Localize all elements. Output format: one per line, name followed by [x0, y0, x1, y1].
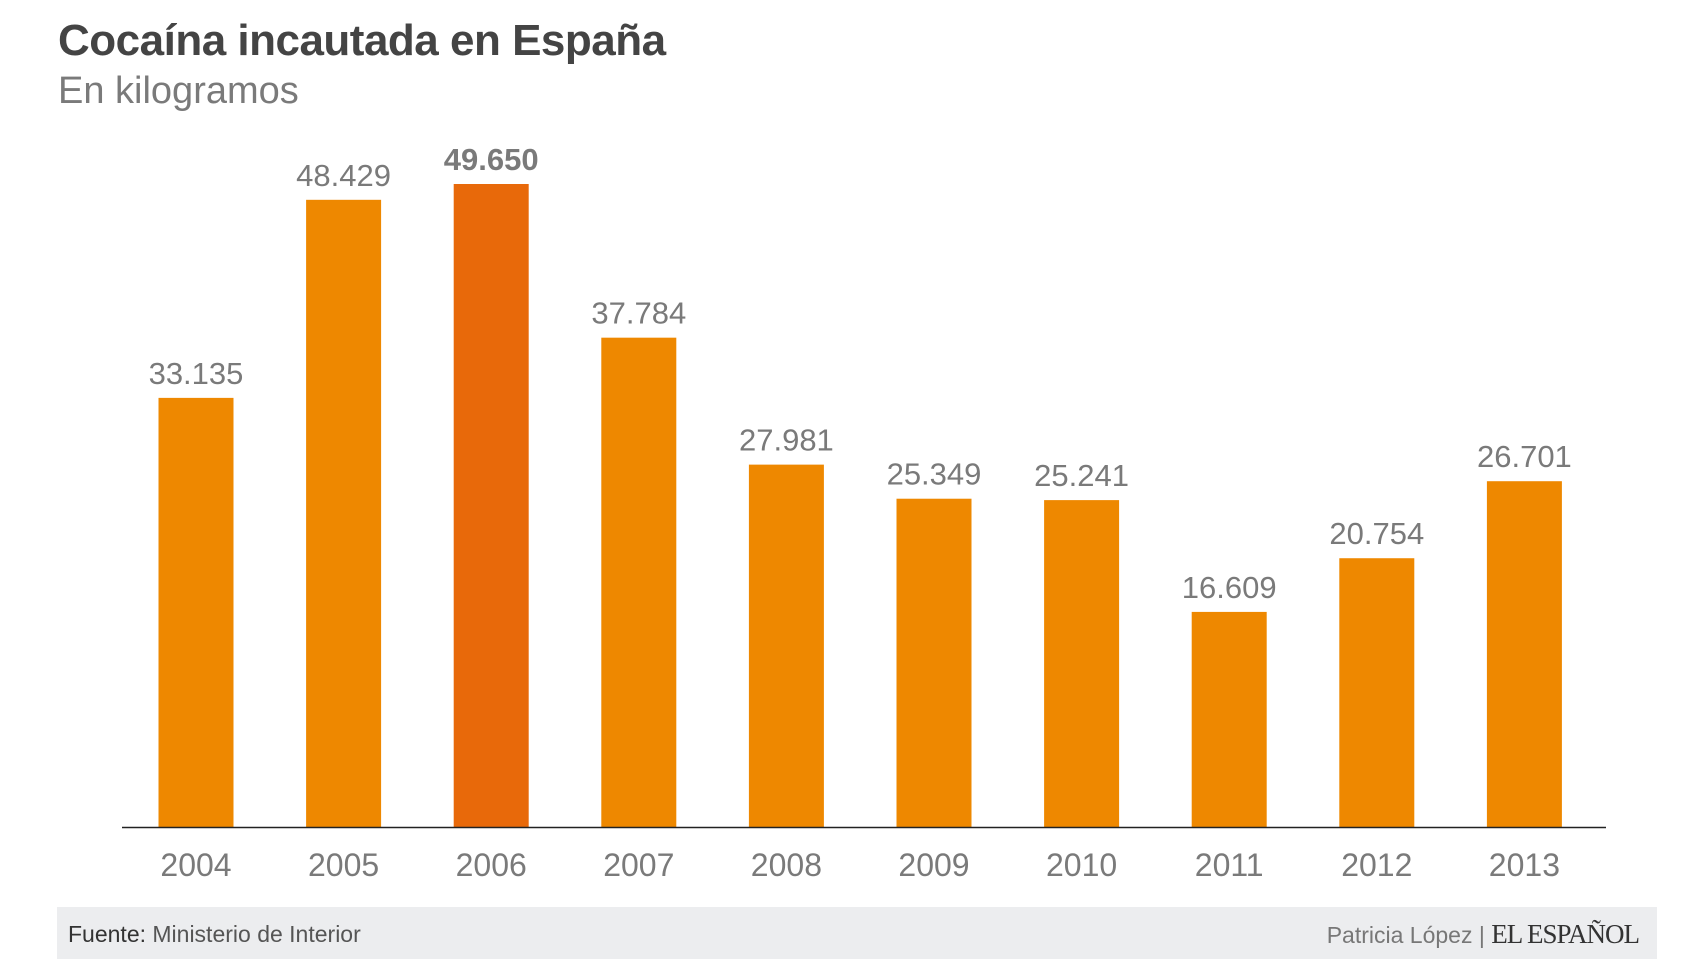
data-label-2010: 25.241	[1034, 458, 1129, 493]
bar-2010	[1044, 500, 1120, 827]
x-tick-label-2008: 2008	[751, 847, 822, 883]
bar-2005	[306, 199, 382, 827]
x-tick-label-2012: 2012	[1341, 847, 1412, 883]
footer: Fuente: Ministerio de Interior Patricia …	[57, 907, 1657, 959]
bar-2009	[896, 498, 972, 827]
data-label-2008: 27.981	[739, 423, 834, 458]
x-tick-label-2006: 2006	[456, 847, 527, 883]
data-label-2012: 20.754	[1329, 516, 1424, 551]
bar-2011	[1191, 611, 1267, 827]
source-name: Ministerio de Interior	[152, 921, 361, 947]
x-tick-label-2011: 2011	[1195, 847, 1264, 883]
separator: |	[1478, 922, 1485, 948]
bar-2006	[453, 184, 529, 827]
x-tick-label-2004: 2004	[160, 847, 231, 883]
bar-2012	[1339, 558, 1415, 827]
data-label-2011: 16.609	[1182, 570, 1277, 605]
data-label-2007: 37.784	[591, 296, 686, 331]
bar-2013	[1486, 481, 1562, 827]
source: Fuente: Ministerio de Interior	[68, 921, 361, 948]
x-tick-label-2010: 2010	[1046, 847, 1117, 883]
bar-2008	[748, 464, 824, 827]
source-label: Fuente:	[68, 921, 146, 947]
data-label-2009: 25.349	[887, 457, 982, 492]
x-tick-label-2007: 2007	[603, 847, 674, 883]
author: Patricia López	[1326, 922, 1473, 948]
data-label-2006: 49.650	[444, 142, 539, 177]
logo: EL ESPAÑOL	[1491, 919, 1640, 949]
data-label-2013: 26.701	[1477, 439, 1572, 474]
x-tick-label-2009: 2009	[898, 847, 969, 883]
chart-subtitle: En kilogramos	[58, 70, 299, 112]
data-label-2005: 48.429	[296, 158, 391, 193]
x-tick-label-2005: 2005	[308, 847, 379, 883]
bar-2007	[601, 337, 677, 827]
bar-2004	[158, 397, 234, 827]
bar-chart: 33.135 2004 48.429 2005 49.650 2006 37.784 2007…	[122, 142, 1606, 883]
chart-title: Cocaína incautada en España	[58, 16, 666, 65]
credits: Patricia López | EL ESPAÑOL	[1326, 919, 1640, 950]
data-label-2004: 33.135	[149, 356, 244, 391]
x-tick-label-2013: 2013	[1489, 847, 1560, 883]
